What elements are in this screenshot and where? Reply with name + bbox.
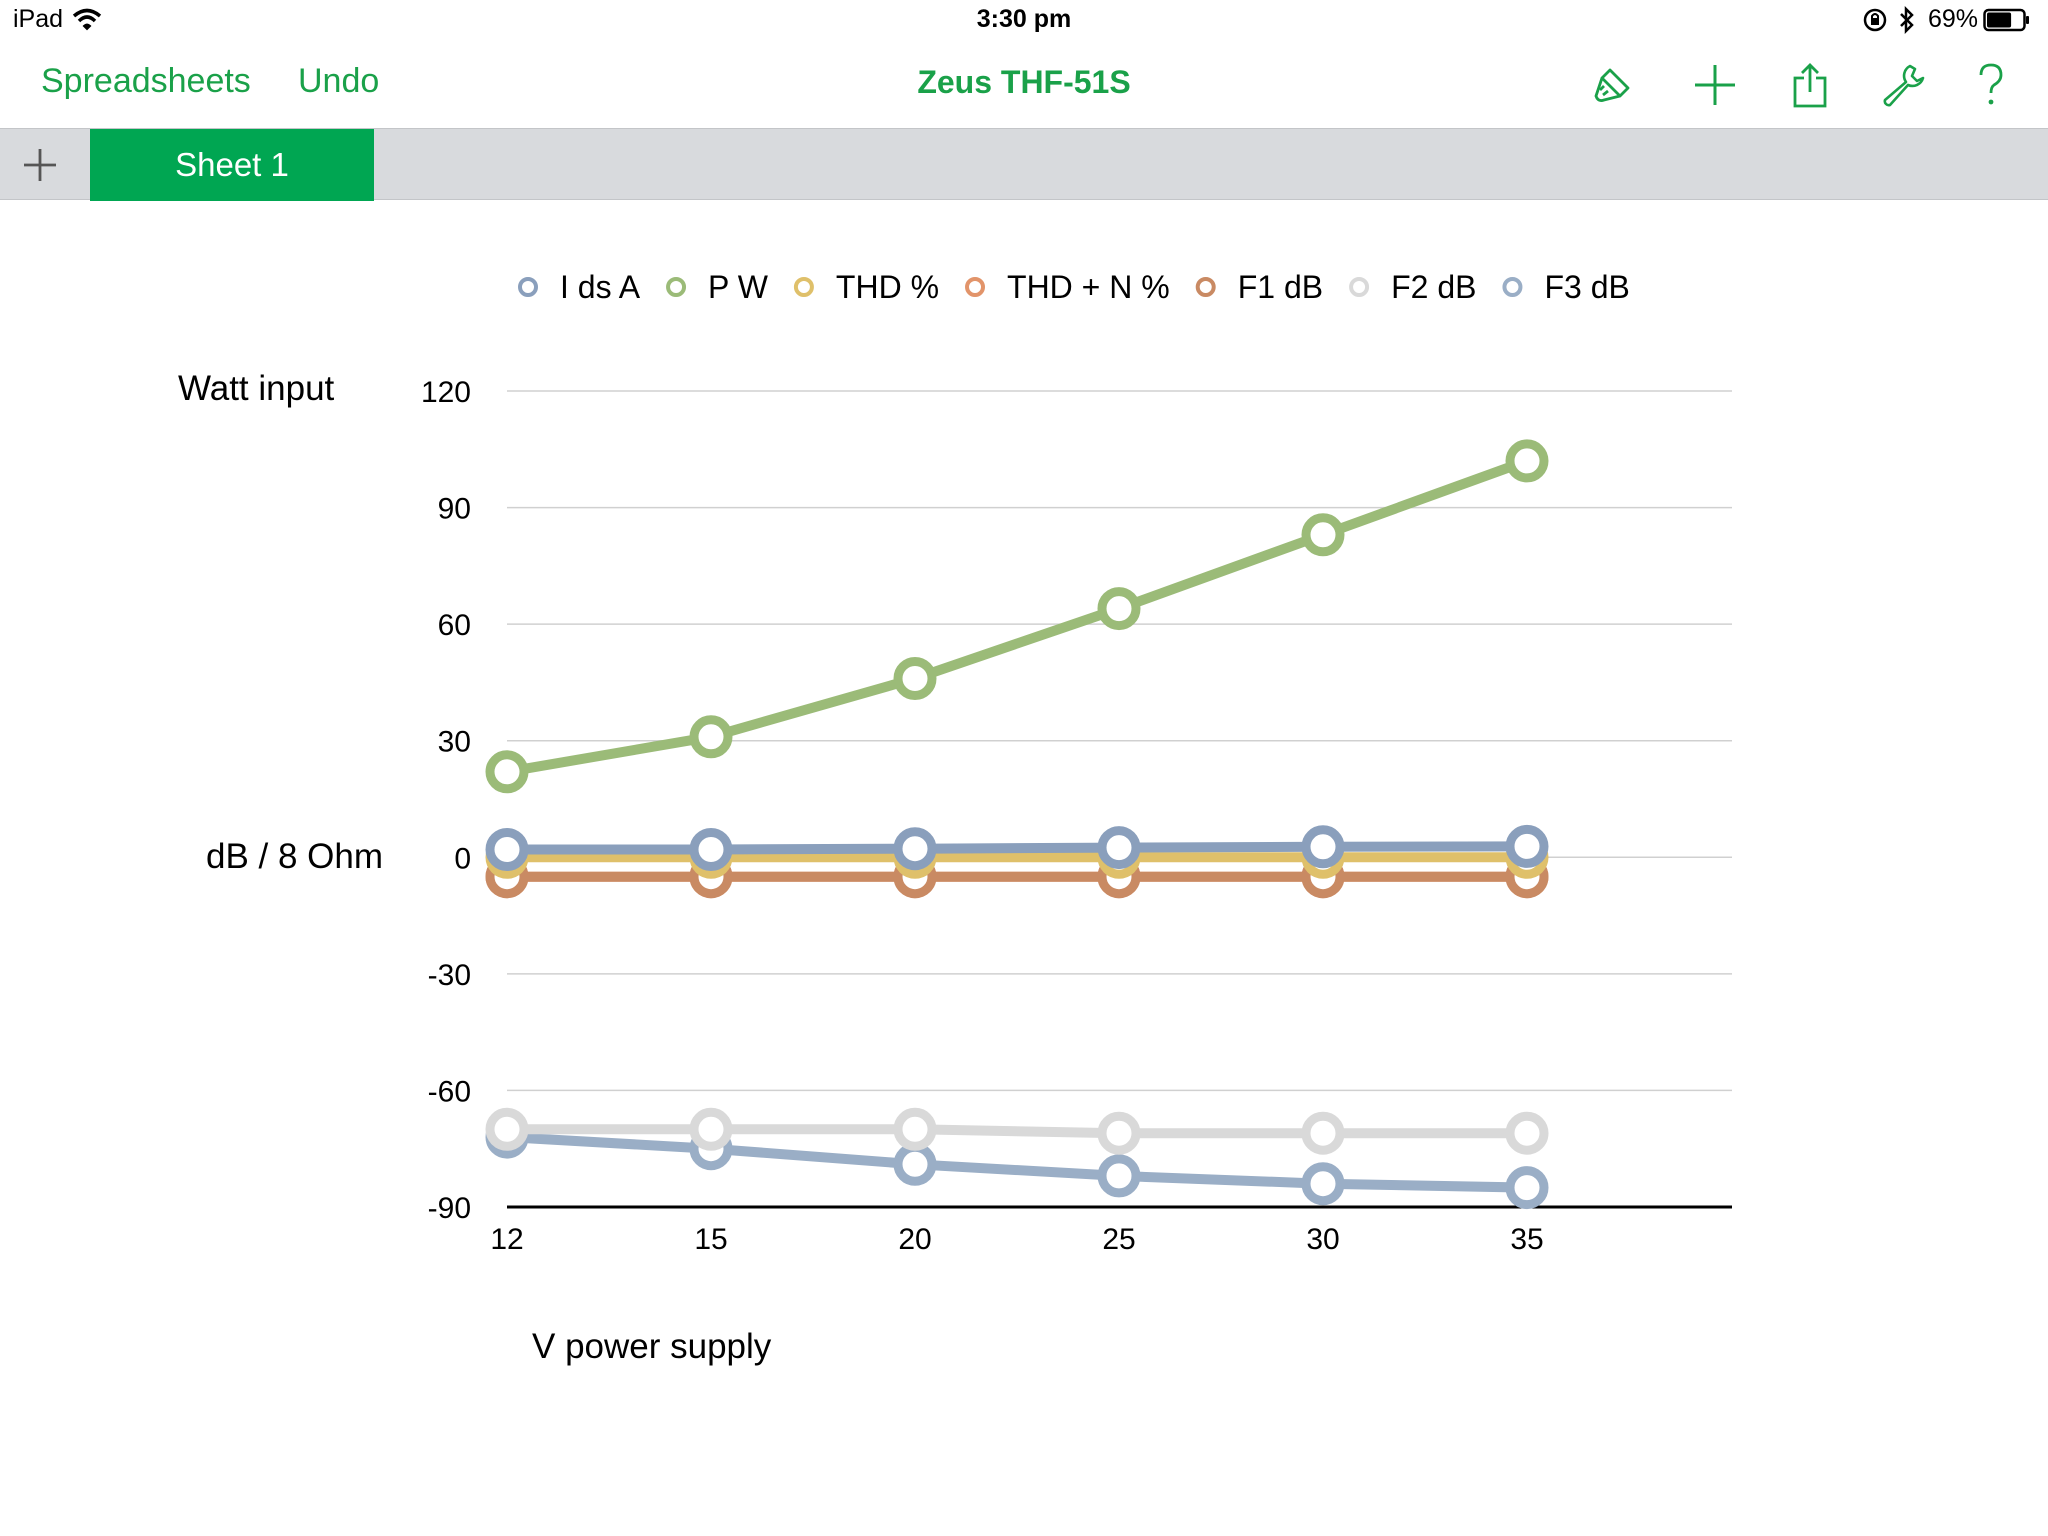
series-p-w	[485, 439, 1549, 794]
x-tick-label: 15	[694, 1223, 727, 1256]
toolbar: Spreadsheets Undo Zeus THF-51S	[0, 40, 2048, 128]
data-point[interactable]	[893, 827, 937, 871]
data-point[interactable]	[1505, 824, 1549, 868]
legend-item-f1-db: F1 dB	[1195, 269, 1323, 305]
legend-item-thd-n: THD + N %	[965, 269, 1170, 305]
series-line	[502, 841, 1532, 855]
y-tick-label: 60	[438, 609, 471, 642]
chart-grid: 120 90 60 30 0 -30 -60 -90 12 15 20 25 30 35	[421, 376, 1732, 1256]
data-point[interactable]	[893, 1142, 937, 1186]
battery-percent: 69%	[1927, 5, 1978, 33]
y-tick-label: 30	[438, 726, 471, 759]
x-tick-label: 35	[1510, 1223, 1543, 1256]
lock-rotation-icon	[1863, 8, 1887, 32]
legend-label: F2 dB	[1391, 269, 1476, 305]
add-icon[interactable]	[1692, 62, 1738, 108]
status-bar: iPad 3:30 pm 69%	[0, 0, 2048, 40]
share-icon[interactable]	[1790, 62, 1830, 108]
data-point[interactable]	[1097, 826, 1141, 870]
legend-marker	[1349, 277, 1370, 297]
data-point[interactable]	[1097, 1111, 1141, 1155]
sheet-tab-bar: Sheet 1	[0, 128, 2048, 201]
chart-legend: I ds A P W THD % THD + N % F1 dB F2 dB F3 dB	[518, 269, 1630, 305]
legend-item-f2-db: F2 dB	[1349, 269, 1476, 305]
legend-marker	[666, 277, 687, 297]
y-tick-label: -30	[428, 959, 471, 992]
data-point[interactable]	[1505, 1166, 1549, 1210]
y-axis-title-watt: Watt input	[178, 369, 335, 408]
legend-marker	[518, 277, 538, 297]
series-i-ds-a	[485, 824, 1549, 871]
legend-marker	[1502, 277, 1523, 297]
x-tick-label: 12	[490, 1223, 523, 1256]
legend-marker	[793, 277, 814, 297]
device-name: iPad	[13, 5, 64, 33]
spreadsheets-button[interactable]: Spreadsheets	[41, 62, 251, 100]
document-title: Zeus THF-51S	[917, 64, 1131, 100]
undo-button[interactable]: Undo	[298, 62, 380, 100]
legend-marker	[1195, 277, 1216, 297]
x-axis-title: V power supply	[532, 1327, 772, 1366]
data-point[interactable]	[1097, 1154, 1141, 1198]
data-point[interactable]	[485, 828, 529, 871]
battery-icon	[1983, 8, 2029, 32]
data-point[interactable]	[485, 1107, 529, 1151]
wifi-icon	[72, 8, 102, 31]
data-point[interactable]	[1301, 825, 1345, 869]
legend-item-p-w: P W	[666, 269, 769, 305]
legend-item-i-ds-a: I ds A	[518, 269, 641, 305]
wrench-icon[interactable]	[1880, 62, 1926, 108]
legend-label: THD + N %	[1007, 269, 1170, 305]
legend-item-f3-db: F3 dB	[1502, 269, 1630, 305]
legend-item-thd: THD %	[793, 269, 939, 305]
legend-label: P W	[708, 269, 769, 305]
data-point[interactable]	[689, 715, 733, 759]
legend-label: THD %	[836, 269, 939, 305]
series-line	[502, 455, 1532, 777]
add-sheet-icon[interactable]	[22, 147, 58, 183]
data-point[interactable]	[1301, 1162, 1345, 1206]
legend-label: I ds A	[560, 269, 641, 305]
legend-label: F3 dB	[1544, 269, 1629, 305]
legend-label: F1 dB	[1238, 269, 1323, 305]
series-f3-db	[485, 1115, 1549, 1210]
line-chart[interactable]: I ds A P W THD % THD + N % F1 dB F2 dB F3 dB 1…	[0, 200, 2048, 1536]
data-point[interactable]	[1505, 1111, 1549, 1155]
x-tick-label: 25	[1102, 1223, 1135, 1256]
tab-sheet-1[interactable]: Sheet 1	[90, 129, 374, 201]
data-point[interactable]	[893, 657, 937, 700]
data-point[interactable]	[1097, 587, 1141, 631]
data-point[interactable]	[893, 1107, 937, 1151]
data-point[interactable]	[689, 828, 733, 871]
data-point[interactable]	[689, 1107, 733, 1151]
y-tick-label: 90	[438, 493, 471, 526]
y-axis-title-db: dB / 8 Ohm	[206, 837, 383, 876]
data-point[interactable]	[1301, 513, 1345, 557]
data-point[interactable]	[485, 750, 529, 794]
legend-marker	[965, 277, 986, 297]
series-line	[502, 1132, 1532, 1193]
paintbrush-icon[interactable]	[1590, 62, 1636, 108]
bluetooth-icon	[1900, 6, 1914, 34]
y-tick-label: -60	[428, 1075, 471, 1108]
x-tick-label: 20	[898, 1223, 931, 1256]
series-f2-db	[485, 1107, 1549, 1155]
series-f1-db	[485, 855, 1549, 899]
y-tick-label: 0	[454, 842, 471, 875]
y-tick-label: -90	[428, 1192, 471, 1225]
status-time: 3:30 pm	[976, 5, 1072, 33]
data-point[interactable]	[1301, 1111, 1345, 1155]
x-tick-label: 30	[1306, 1223, 1339, 1256]
help-icon[interactable]	[1976, 62, 2006, 108]
series-line	[502, 1124, 1532, 1139]
chart-series	[485, 439, 1549, 1210]
y-tick-label: 120	[421, 376, 471, 409]
data-point[interactable]	[1505, 439, 1549, 483]
